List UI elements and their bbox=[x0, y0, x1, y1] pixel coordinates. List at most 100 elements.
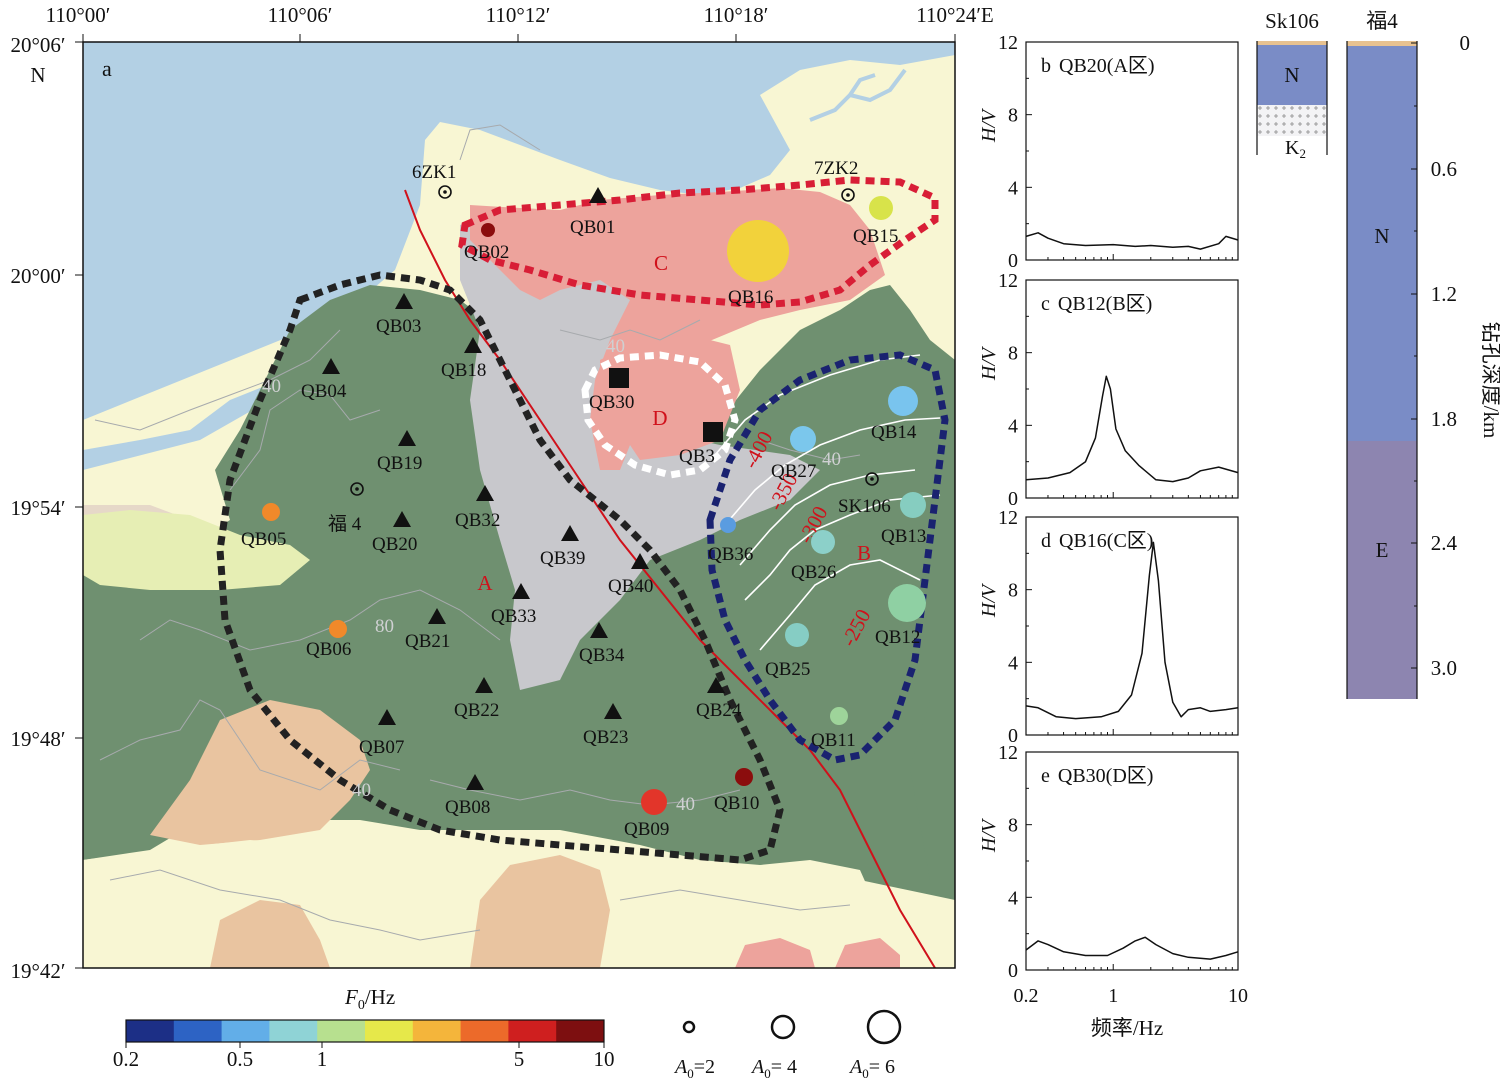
station-label: QB05 bbox=[241, 529, 286, 550]
station-qb18: QB18 bbox=[441, 337, 486, 381]
station-label: QB08 bbox=[445, 797, 490, 818]
station-triangle-marker bbox=[589, 187, 607, 203]
colorbar-swatch bbox=[269, 1020, 318, 1042]
colorbar-swatch bbox=[126, 1020, 175, 1042]
hv-ytick-label: 4 bbox=[1008, 652, 1018, 674]
station-qb32: QB32 bbox=[455, 485, 500, 531]
sk106-k-label: K2 bbox=[1285, 137, 1306, 161]
fu4-n-label: N bbox=[1374, 224, 1389, 248]
latitude-labels: 20°06′ N 20°00′ 19°54′ 19°48′ 19°42′ bbox=[11, 33, 66, 983]
station-label: QB02 bbox=[464, 242, 509, 263]
station-label: QB13 bbox=[881, 526, 926, 547]
station-label: QB22 bbox=[454, 700, 499, 721]
colorbar-frame bbox=[125, 1019, 605, 1043]
station-qb16: QB16 bbox=[727, 220, 789, 308]
salmon-unit-se2 bbox=[835, 938, 900, 968]
station-label: QB07 bbox=[359, 737, 404, 758]
well-6zk1: 6ZK1 bbox=[412, 162, 456, 199]
amplitude-symbol-2 bbox=[682, 1020, 696, 1034]
amplitude-label: A0= 4 bbox=[750, 1056, 797, 1081]
well-7zk2: 7ZK2 bbox=[814, 158, 858, 202]
station-label: QB25 bbox=[765, 659, 810, 680]
station-qb25: QB25 bbox=[765, 623, 810, 680]
colorbar-swatch bbox=[317, 1020, 366, 1042]
station-circle-marker bbox=[888, 386, 918, 416]
station-triangle-marker bbox=[707, 677, 725, 693]
hv-ytick-label: 12 bbox=[998, 32, 1018, 54]
sk106-n-label: N bbox=[1284, 63, 1299, 87]
station-qb33: QB33 bbox=[491, 583, 536, 627]
station-label: QB24 bbox=[696, 700, 742, 721]
light-green-unit bbox=[83, 510, 310, 590]
hv-ytick-label: 12 bbox=[998, 507, 1018, 529]
amplitude-symbol-6 bbox=[866, 1009, 902, 1045]
station-label: QB27 bbox=[771, 461, 816, 482]
hv-ytick-label: 0 bbox=[1008, 960, 1018, 982]
land-northeast bbox=[760, 55, 955, 200]
hv-ytick-label: 4 bbox=[1008, 415, 1018, 437]
station-qb34: QB34 bbox=[579, 622, 625, 666]
station-triangle-marker bbox=[476, 485, 494, 501]
station-triangle-marker bbox=[378, 709, 396, 725]
colorbar-tick: 0.2 bbox=[113, 1047, 139, 1071]
colorbar-tick: 10 bbox=[594, 1047, 615, 1071]
hv-panel-letter: b bbox=[1041, 55, 1051, 77]
station-circle-marker bbox=[735, 768, 753, 786]
station-circle-marker bbox=[869, 196, 893, 220]
hv-xlabel: 频率/Hz bbox=[1091, 1016, 1163, 1040]
station-triangle-marker bbox=[393, 511, 411, 527]
amplitude-label: A0=2 bbox=[673, 1056, 715, 1081]
depth-tick: 3.0 bbox=[1431, 656, 1457, 680]
station-qb14: QB14 bbox=[871, 386, 918, 443]
hv-ylabel: H/V bbox=[978, 345, 1000, 381]
well-label: 6ZK1 bbox=[412, 162, 456, 183]
colorbar-swatch bbox=[460, 1020, 509, 1042]
contour-label: 40 bbox=[676, 794, 695, 815]
depth-tick: 1.2 bbox=[1431, 282, 1457, 306]
depth-tick: 0 bbox=[1460, 31, 1471, 55]
tan-unit-south3 bbox=[210, 900, 330, 968]
station-label: QB26 bbox=[791, 562, 836, 583]
station-circle-marker bbox=[830, 707, 848, 725]
station-triangle-marker bbox=[398, 430, 416, 446]
station-qb07: QB07 bbox=[359, 709, 404, 758]
hv-panel-c: 0 4 8 12 H/V c QB12(B区) bbox=[978, 270, 1239, 510]
colorbar-tick: 1 bbox=[317, 1047, 328, 1071]
station-qb08: QB08 bbox=[445, 774, 490, 818]
amplitude-label: A0= 6 bbox=[848, 1056, 895, 1081]
station-circle-marker bbox=[329, 620, 347, 638]
station-label: QB21 bbox=[405, 631, 450, 652]
station-label: QB04 bbox=[301, 381, 347, 402]
salmon-unit-se bbox=[735, 938, 815, 968]
hv-panel-station: QB30(D区) bbox=[1058, 765, 1154, 787]
station-label: QB18 bbox=[441, 360, 486, 381]
station-label: QB15 bbox=[853, 226, 898, 247]
depth-tick: 0.6 bbox=[1431, 157, 1457, 181]
station-label: QB01 bbox=[570, 217, 615, 238]
well-label: 福 4 bbox=[328, 513, 362, 535]
fu4-e-layer bbox=[1347, 441, 1417, 699]
well-sk106: SK106 bbox=[838, 472, 891, 517]
station-qb19: QB19 bbox=[377, 430, 422, 474]
lat-label: 19°54′ bbox=[11, 496, 66, 520]
station-triangle-marker bbox=[631, 553, 649, 569]
zone-label-d: D bbox=[652, 406, 667, 430]
lon-label: 110°18′ bbox=[704, 3, 769, 27]
station-label: QB32 bbox=[455, 510, 500, 531]
hv-panel-d: 0 4 8 12 H/V d QB16(C区) bbox=[978, 507, 1239, 747]
colorbar: F0/Hz 0.2 0.5 1 5 10 bbox=[113, 985, 615, 1071]
hv-panel-title: e QB30(D区) bbox=[1041, 765, 1153, 787]
station-qb02: QB02 bbox=[464, 223, 509, 263]
grey-contour-labels: 40 40 40 80 40 40 bbox=[262, 336, 841, 815]
station-triangle-marker bbox=[395, 293, 413, 309]
station-label: QB14 bbox=[871, 422, 917, 443]
hv-panel-letter: e bbox=[1041, 765, 1050, 787]
station-triangle-marker bbox=[466, 774, 484, 790]
hv-panel-frame bbox=[1025, 279, 1239, 499]
colorbar-swatch bbox=[173, 1020, 223, 1042]
station-label: QB16 bbox=[728, 287, 773, 308]
north-letter: N bbox=[30, 63, 45, 87]
station-triangle-marker bbox=[322, 358, 340, 374]
colorbar-label: F0/Hz bbox=[344, 985, 395, 1013]
hv-ylabel: H/V bbox=[978, 582, 1000, 618]
